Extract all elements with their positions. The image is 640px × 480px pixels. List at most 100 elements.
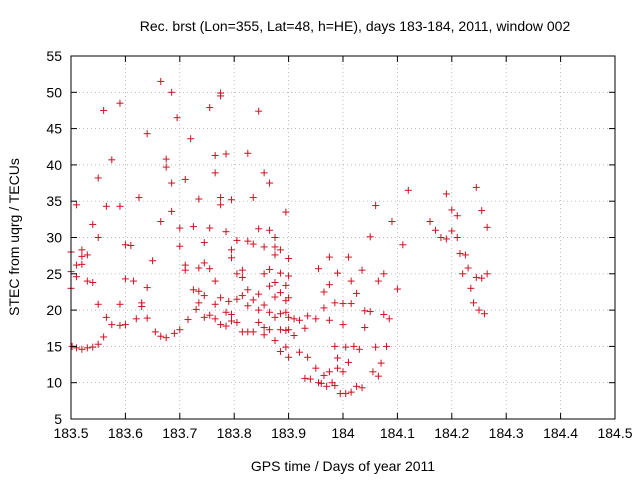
data-point [372,343,380,351]
data-point [211,315,219,323]
data-point [320,304,328,312]
data-point [217,201,225,209]
data-point [276,246,284,254]
data-point [233,295,241,303]
data-point [249,296,257,304]
data-point [344,358,352,366]
data-point [295,316,303,324]
data-point [325,368,333,376]
data-point [195,299,203,307]
y-tick-label: 20 [46,302,62,318]
data-point [206,265,214,273]
data-point [94,300,102,308]
x-tick-label: 184 [331,425,355,441]
data-point [442,235,450,243]
y-tick-label: 45 [46,121,62,137]
y-tick-label: 15 [46,338,62,354]
data-point [295,348,303,356]
data-point [339,300,347,308]
y-tick-label: 10 [46,375,62,391]
data-point [162,155,170,163]
data-point [192,305,200,313]
data-point [100,106,108,114]
data-point [266,265,274,273]
data-point [138,302,146,310]
data-point [162,334,170,342]
data-point [170,329,178,337]
data-point [380,310,388,318]
y-tick-label: 35 [46,193,62,209]
data-point [276,289,284,297]
data-point [271,243,279,251]
data-point [404,186,412,194]
data-point [162,163,170,171]
chart-title: Rec. brst (Lon=355, Lat=48, h=HE), days … [140,18,571,34]
data-point [83,251,91,259]
data-point [285,326,293,334]
data-point [271,234,279,241]
data-point [453,234,461,241]
data-point [127,241,135,249]
data-point [276,326,284,334]
data-point [94,174,102,182]
data-point [89,220,97,228]
data-point [320,288,328,296]
data-point [151,328,159,336]
x-tick-label: 183.6 [108,425,143,441]
data-point [282,343,290,351]
data-point [233,236,241,244]
data-point [195,264,203,272]
data-point [325,253,333,261]
data-point [304,312,312,320]
data-point [225,297,233,305]
data-point [448,206,456,214]
data-point [312,364,320,372]
data-point [94,234,102,241]
data-point [358,384,366,392]
data-point [206,311,214,319]
data-point [217,321,225,329]
data-point [181,266,189,274]
data-point [249,194,257,202]
data-point [285,353,293,361]
data-point [271,279,279,287]
data-point [385,315,393,323]
data-point [121,321,129,329]
data-point [464,264,472,272]
data-point [157,77,165,85]
data-point [102,202,110,210]
data-point [437,234,445,241]
data-point [266,226,274,234]
data-point [282,281,290,289]
data-point [72,344,80,352]
data-point [331,299,339,307]
data-point [442,190,450,198]
data-point [217,194,225,202]
data-point [255,318,263,326]
data-point [285,255,293,263]
grid [71,56,615,419]
data-point [94,340,102,348]
data-point [325,316,333,324]
data-point [255,225,263,233]
data-point [461,251,469,259]
data-point [217,294,225,302]
data-point [393,285,401,293]
data-point [290,332,298,340]
x-tick-label: 183.7 [162,425,197,441]
data-point [249,240,257,248]
y-tick-label: 50 [46,84,62,100]
data-point [271,251,279,259]
data-point [453,212,461,220]
data-point [260,324,268,332]
data-point [233,318,241,326]
data-point [157,218,165,226]
data-point [304,353,312,361]
data-point [260,243,268,251]
data-point [143,130,151,138]
data-point [344,253,352,261]
data-point [157,332,165,340]
data-point [211,300,219,308]
data-point [285,272,293,280]
